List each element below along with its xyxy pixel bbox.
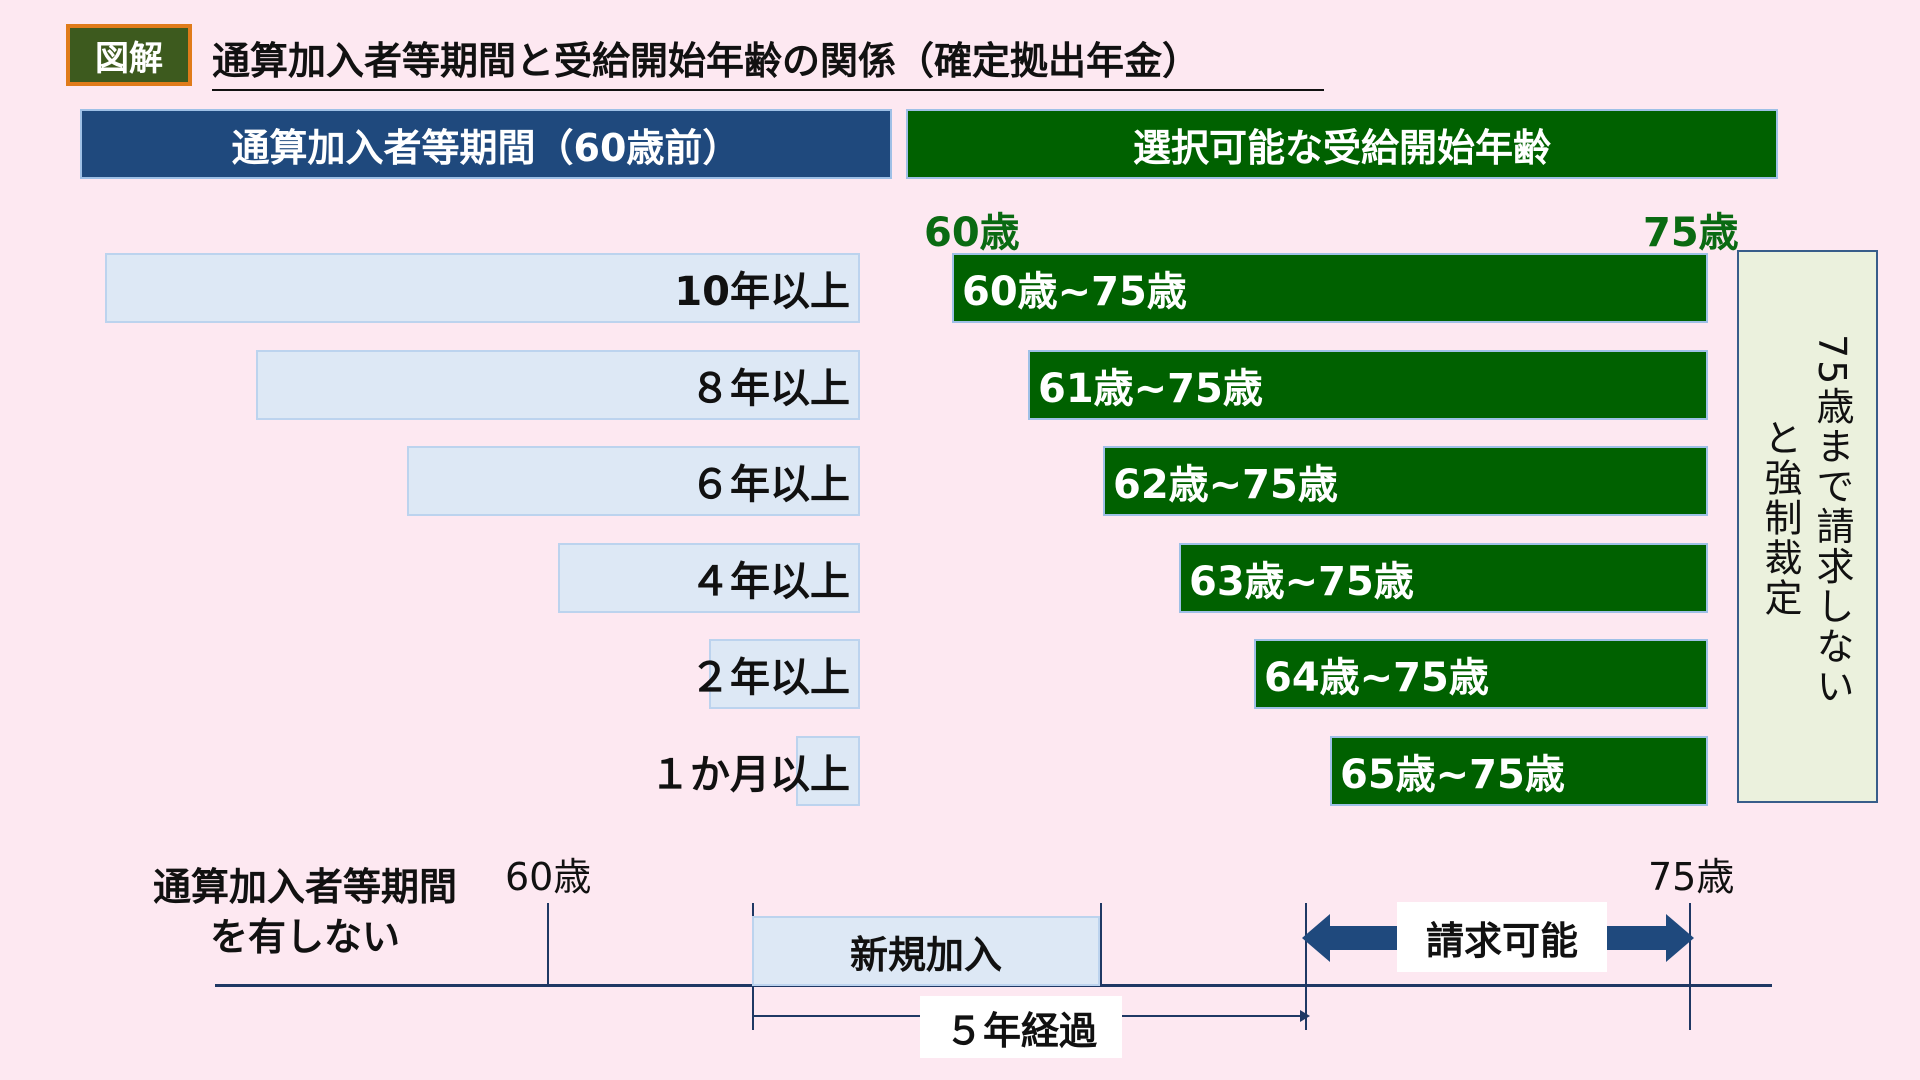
start-age-range-bar: 62歳~75歳 <box>1103 446 1708 516</box>
enrollment-bar <box>407 446 860 516</box>
five-years-label: ５年経過 <box>920 996 1122 1058</box>
no-period-label: 通算加入者等期間 を有しない <box>100 862 510 962</box>
timeline-tick-join-end <box>1100 903 1102 985</box>
timeline-tick-claim <box>1305 903 1307 1030</box>
enrollment-period-label: ２年以上 <box>690 655 850 701</box>
note-column-2: と強制裁定 <box>1758 418 1802 618</box>
no-period-line2: を有しない <box>209 915 400 959</box>
enrollment-period-label: ４年以上 <box>690 559 850 605</box>
enrollment-period-label: 10年以上 <box>674 269 850 315</box>
diagram-badge: 図解 <box>66 24 192 86</box>
enrollment-bar <box>796 736 860 806</box>
enrollment-period-label: ８年以上 <box>690 366 850 412</box>
header-enrollment-period: 通算加入者等期間（60歳前） <box>80 109 892 179</box>
timeline-start-label: 60歳 <box>505 855 592 899</box>
no-period-line1: 通算加入者等期間 <box>152 865 457 909</box>
enrollment-period-label: １か月以上 <box>650 752 850 798</box>
start-age-range-bar: 60歳~75歳 <box>952 253 1708 323</box>
enrollment-bar <box>256 350 860 420</box>
timeline-tick-60 <box>547 903 549 985</box>
new-enrollment-box: 新規加入 <box>752 916 1100 986</box>
axis-end-label: 75歳 <box>1643 210 1739 256</box>
timeline-end-label: 75歳 <box>1648 855 1735 899</box>
start-age-range-bar: 63歳~75歳 <box>1179 543 1708 613</box>
forced-award-note: 75歳まで請求しない と強制裁定 <box>1737 250 1878 803</box>
start-age-range-bar: 61歳~75歳 <box>1028 350 1708 420</box>
enrollment-bar <box>709 639 860 709</box>
start-age-range-bar: 65歳~75歳 <box>1330 736 1708 806</box>
claimable-label: 請求可能 <box>1397 902 1607 972</box>
note-column-1: 75歳まで請求しない <box>1810 334 1854 707</box>
timeline-tick-75 <box>1689 903 1691 1030</box>
enrollment-period-label: ６年以上 <box>690 462 850 508</box>
enrollment-bar <box>105 253 860 323</box>
page-title: 通算加入者等期間と受給開始年齢の関係（確定拠出年金） <box>212 30 1324 91</box>
enrollment-bar <box>558 543 860 613</box>
start-age-range-bar: 64歳~75歳 <box>1254 639 1708 709</box>
header-start-age: 選択可能な受給開始年齢 <box>906 109 1778 179</box>
axis-start-label: 60歳 <box>924 210 1020 256</box>
